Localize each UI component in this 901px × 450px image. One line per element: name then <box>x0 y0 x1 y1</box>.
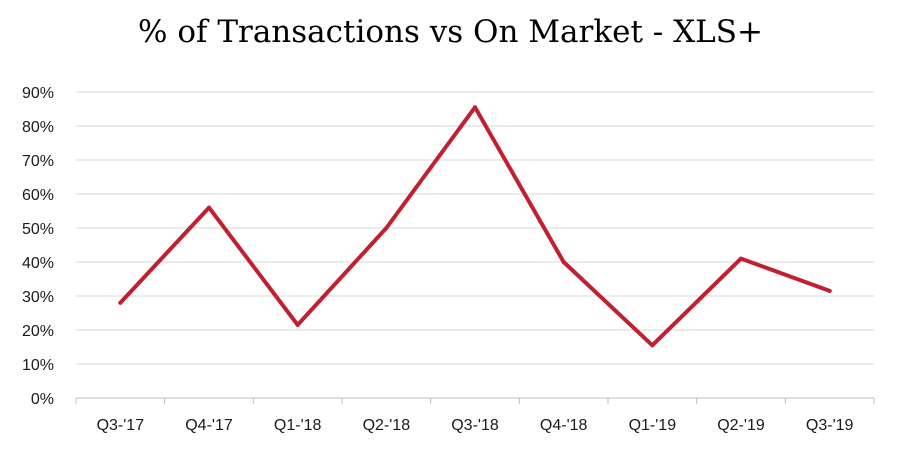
y-tick-label: 40% <box>22 255 54 272</box>
x-tick-label: Q3-'18 <box>451 417 499 434</box>
data-point <box>207 205 211 210</box>
x-tick-label: Q1-'19 <box>629 417 677 434</box>
y-tick-label: 0% <box>31 391 54 408</box>
y-tick-label: 20% <box>22 323 54 340</box>
series-line <box>118 105 832 348</box>
y-tick-label: 10% <box>22 357 54 374</box>
x-tick-label: Q1-'18 <box>274 417 322 434</box>
x-tick-label: Q2-'19 <box>717 417 765 434</box>
y-tick-label: 50% <box>22 221 54 238</box>
y-tick-label: 30% <box>22 289 54 306</box>
y-tick-label: 70% <box>22 153 54 170</box>
data-point <box>827 288 832 293</box>
series-layer <box>118 105 832 348</box>
y-tick-label: 60% <box>22 187 54 204</box>
data-point <box>384 226 389 230</box>
data-point <box>473 105 477 110</box>
gridlines <box>76 91 874 365</box>
data-point <box>118 300 123 305</box>
data-point <box>561 260 566 264</box>
x-tick-label: Q2-'18 <box>363 417 411 434</box>
data-point <box>650 343 655 348</box>
chart-title: % of Transactions vs On Market - XLS+ <box>138 14 763 50</box>
y-tick-label: 80% <box>22 119 54 136</box>
x-axis-labels: Q3-'17 Q4-'17 Q1-'18 Q2-'18 Q3-'18 Q4-'18 Q1-'… <box>97 417 854 434</box>
x-axis <box>75 397 875 404</box>
y-tick-label: 90% <box>22 85 54 102</box>
x-tick-label: Q4-'17 <box>185 417 233 434</box>
y-axis-labels: 0% 10% 20% 30% 40% 50% 60% 70% 80% 90% <box>22 85 54 408</box>
x-tick-label: Q4-'18 <box>540 417 588 434</box>
data-point <box>739 256 743 261</box>
x-tick-label: Q3-'17 <box>97 417 145 434</box>
x-tick-label: Q3-'19 <box>806 417 854 434</box>
data-point <box>295 322 300 327</box>
